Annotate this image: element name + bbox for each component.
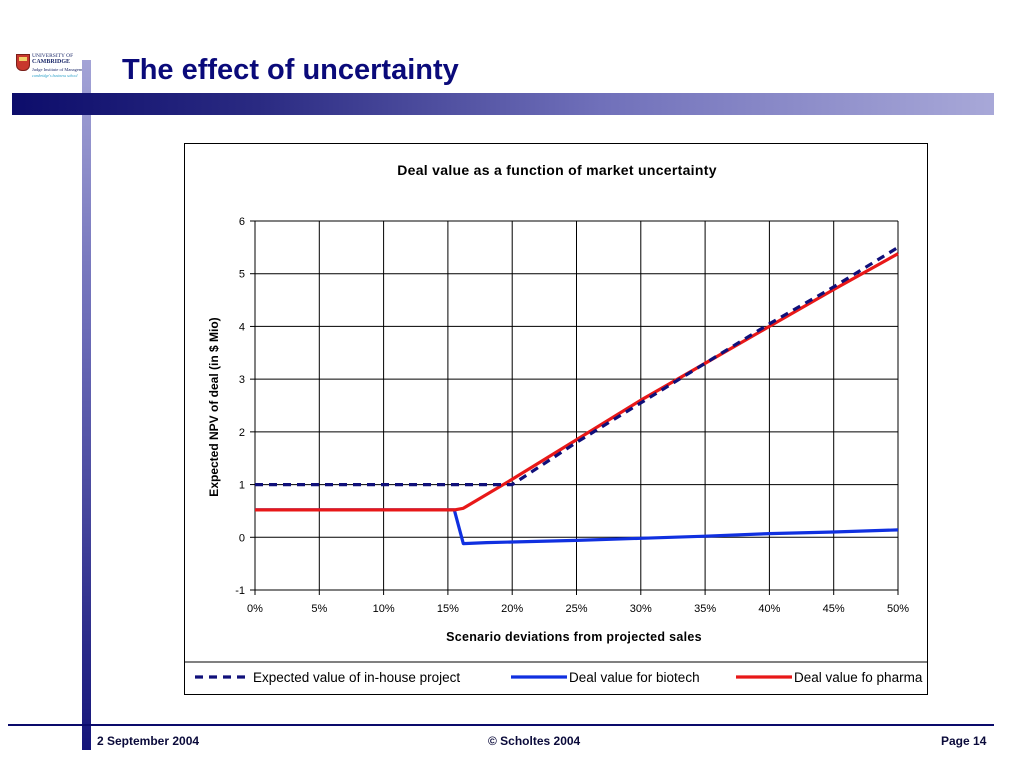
x-tick-label: 40% <box>758 603 780 615</box>
x-tick-label: 10% <box>373 603 395 615</box>
y-tick-labels: -1 0 1 2 3 4 5 6 <box>235 216 245 597</box>
y-tick-label: 4 <box>239 321 245 333</box>
vertical-accent-bar <box>82 60 91 750</box>
series-line-pharma <box>255 252 899 512</box>
x-tick-label: 30% <box>630 603 652 615</box>
x-tick-label: 25% <box>565 603 587 615</box>
chart-series <box>255 246 899 546</box>
footer-copyright: © Scholtes 2004 <box>488 734 581 748</box>
y-tick-label: 0 <box>239 532 245 544</box>
x-tick-label: 0% <box>247 603 263 615</box>
logo-line-2: CAMBRIDGE <box>32 59 71 65</box>
logo-line-1: UNIVERSITY OF <box>32 53 74 59</box>
footer-rule <box>8 724 994 726</box>
x-tick-label: 15% <box>437 603 459 615</box>
y-tick-label: 2 <box>239 427 245 439</box>
chart-frame: Deal value as a function of market uncer… <box>184 143 928 695</box>
x-tick-label: 5% <box>311 603 327 615</box>
chart-title: Deal value as a function of market uncer… <box>397 162 717 178</box>
y-tick-label: 1 <box>239 480 245 492</box>
y-axis-label: Expected NPV of deal (in $ Mio) <box>207 317 221 496</box>
legend-label: Deal value for biotech <box>569 670 700 685</box>
y-tick-label: 5 <box>239 269 245 281</box>
footer-page-number: Page 14 <box>941 734 987 748</box>
series-line-biotech <box>255 508 899 546</box>
logo-line-3: Judge Institute of Management <box>32 67 88 72</box>
x-tick-label: 20% <box>501 603 523 615</box>
university-logo: UNIVERSITY OF CAMBRIDGE Judge Institute … <box>16 52 88 82</box>
slide-title: The effect of uncertainty <box>122 54 459 86</box>
chart-grid <box>254 220 899 591</box>
x-tick-label: 50% <box>887 603 909 615</box>
logo-line-4: cambridge's business school <box>32 73 78 78</box>
axis-ticks <box>250 220 899 595</box>
y-tick-label: 6 <box>239 216 245 228</box>
series-line-in-house <box>255 246 899 487</box>
header-gradient-bar <box>12 93 994 115</box>
x-axis-label: Scenario deviations from projected sales <box>446 630 702 644</box>
y-tick-label: 3 <box>239 374 245 386</box>
legend-label: Expected value of in-house project <box>253 670 460 685</box>
x-tick-label: 35% <box>694 603 716 615</box>
crest-icon <box>16 54 30 71</box>
chart-legend: Expected value of in-house project Deal v… <box>195 670 923 685</box>
chart: Deal value as a function of market uncer… <box>185 162 927 685</box>
x-tick-label: 45% <box>823 603 845 615</box>
legend-label: Deal value fo pharma <box>794 670 923 685</box>
footer-date: 2 September 2004 <box>97 734 200 748</box>
x-tick-labels: 0% 5% 10% 15% 20% 25% 30% 35% 40% 45% 50% <box>247 603 909 615</box>
y-tick-label: -1 <box>235 585 245 597</box>
